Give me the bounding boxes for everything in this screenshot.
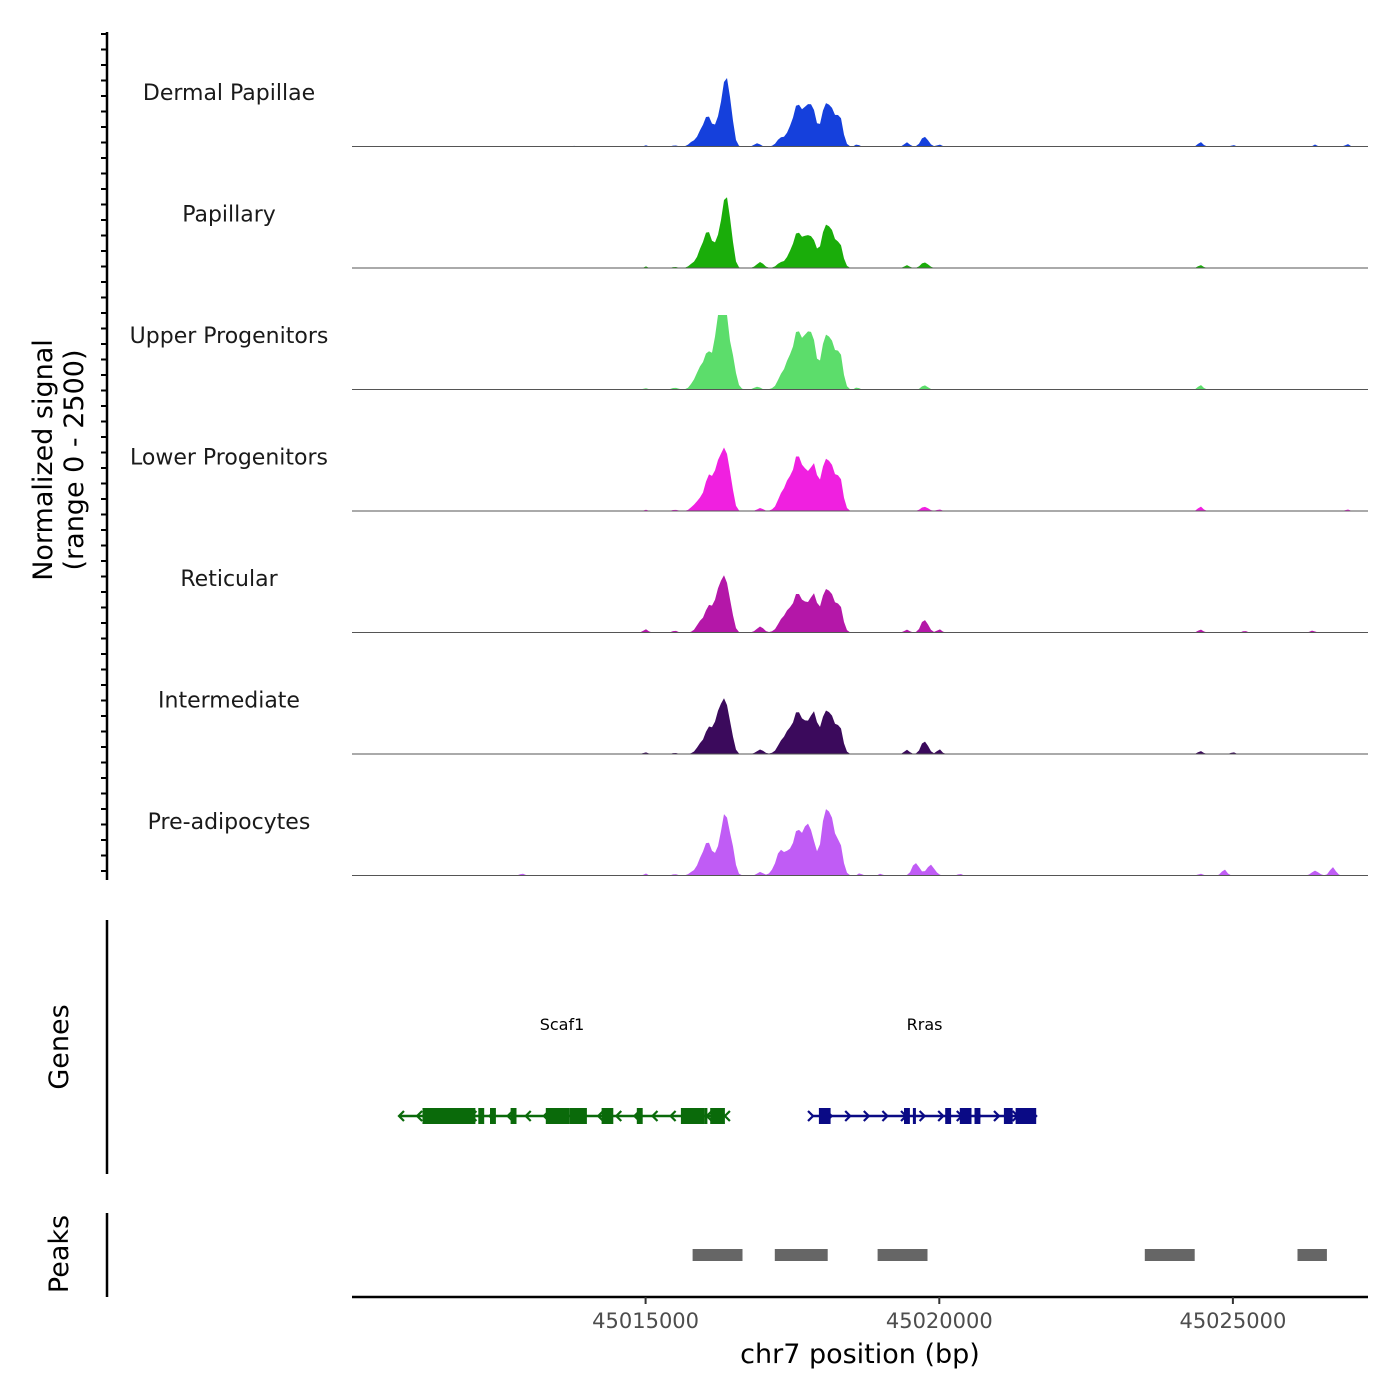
- y-axis-title: Normalized signal: [28, 339, 59, 581]
- x-axis-ticks: 45015000 45020000 45025000: [592, 1297, 1286, 1333]
- strand-arrow: [723, 1110, 731, 1122]
- gene-model: Scaf1: [397, 1015, 731, 1124]
- coverage-tracks: Dermal Papillae Papillary Upper Progenitor…: [130, 77, 1368, 876]
- strand-arrow: [669, 1110, 677, 1122]
- coverage-track: Reticular: [180, 567, 1368, 633]
- track-label: Intermediate: [158, 689, 300, 714]
- coverage-track: Papillary: [182, 197, 1368, 269]
- exon: [704, 1108, 708, 1124]
- exon: [710, 1108, 725, 1124]
- gene-label: Scaf1: [540, 1015, 585, 1034]
- exon: [974, 1108, 981, 1124]
- gene-label: Rras: [907, 1015, 943, 1034]
- exon: [490, 1108, 496, 1124]
- exon: [545, 1108, 570, 1124]
- x-tick-label: 45020000: [886, 1309, 993, 1333]
- peak-region: [774, 1249, 828, 1261]
- coverage-track: Dermal Papillae: [143, 77, 1368, 147]
- exon: [510, 1108, 517, 1124]
- exon: [422, 1108, 476, 1124]
- track-label: Pre-adipocytes: [148, 810, 311, 835]
- exon: [959, 1108, 972, 1124]
- strand-arrow: [844, 1110, 852, 1122]
- y-axis-range: (range 0 - 2500): [59, 350, 90, 571]
- exon: [912, 1108, 916, 1124]
- exon: [478, 1108, 485, 1124]
- exon: [680, 1108, 705, 1124]
- track-label: Dermal Papillae: [143, 81, 315, 106]
- strand-arrow: [650, 1110, 659, 1122]
- exon: [601, 1108, 614, 1124]
- strand-arrow: [807, 1110, 815, 1122]
- peak-region: [1144, 1249, 1195, 1261]
- coverage-y-ticks: [101, 33, 107, 872]
- strand-arrow: [524, 1110, 532, 1122]
- coverage-track: Upper Progenitors: [130, 315, 1368, 390]
- peak-region: [1297, 1249, 1327, 1261]
- track-label: Reticular: [180, 567, 278, 592]
- strand-arrow: [881, 1110, 889, 1122]
- exon: [1015, 1108, 1037, 1124]
- genes-track-title: Genes: [44, 1004, 75, 1089]
- x-tick-label: 45025000: [1179, 1309, 1286, 1333]
- track-label: Upper Progenitors: [130, 324, 329, 349]
- coverage-track: Intermediate: [158, 689, 1368, 755]
- track-label: Papillary: [182, 203, 276, 228]
- x-axis-title: chr7 position (bp): [740, 1339, 980, 1370]
- exon: [1003, 1108, 1013, 1124]
- coverage-track: Lower Progenitors: [130, 446, 1368, 512]
- exon: [569, 1108, 587, 1124]
- coverage-track: Pre-adipocytes: [148, 809, 1368, 876]
- gene-track: Scaf1 Rras: [397, 1015, 1038, 1124]
- track-label: Lower Progenitors: [130, 446, 328, 471]
- strand-arrow: [596, 1110, 604, 1122]
- peaks-track-title: Peaks: [44, 1215, 75, 1293]
- gene-model: Rras: [807, 1015, 1038, 1124]
- strand-arrow: [937, 1110, 945, 1122]
- peak-region: [692, 1249, 743, 1261]
- peak-region: [877, 1249, 928, 1261]
- x-tick-label: 45015000: [592, 1309, 699, 1333]
- strand-arrow: [993, 1110, 1001, 1122]
- strand-arrow: [918, 1110, 927, 1122]
- exon: [818, 1108, 831, 1124]
- exon: [904, 1108, 910, 1124]
- exon: [945, 1108, 952, 1124]
- strand-arrow: [614, 1110, 623, 1122]
- peak-track: [692, 1249, 1327, 1261]
- strand-arrow: [863, 1110, 871, 1122]
- exon: [636, 1108, 643, 1124]
- strand-arrow: [415, 1110, 423, 1122]
- strand-arrow: [397, 1110, 405, 1122]
